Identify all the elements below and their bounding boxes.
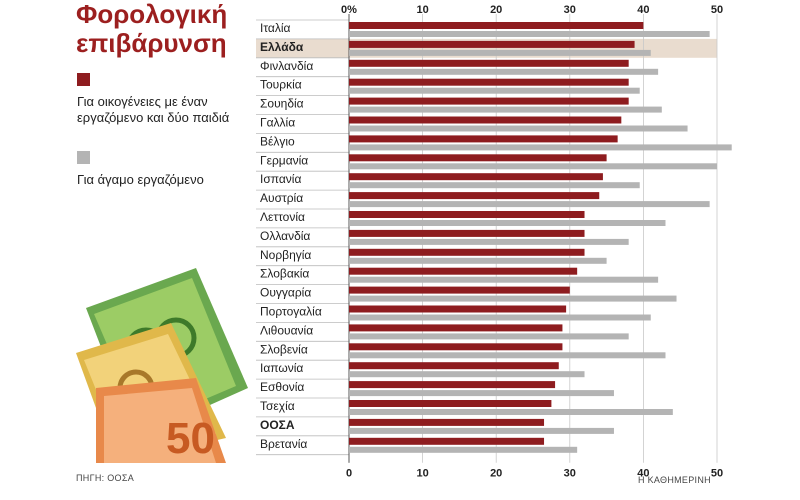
x-tick-label-top: 10 <box>416 4 428 16</box>
bar-family <box>349 116 622 124</box>
source-note: ΠΗΓΗ: ΟΟΣΑ <box>76 473 135 483</box>
bar-family <box>349 154 607 162</box>
category-label: Αυστρία <box>260 191 303 205</box>
bar-family <box>349 400 552 407</box>
bar-single <box>349 201 710 208</box>
x-tick-label-top: 40 <box>637 4 649 16</box>
category-label: Σουηδία <box>260 97 304 111</box>
category-label: Ουγγαρία <box>260 286 311 300</box>
legend-single-swatch <box>77 151 90 164</box>
bar-single <box>349 68 659 75</box>
category-label: Εσθονία <box>260 380 304 394</box>
banknotes-illustration: 50 <box>76 268 248 463</box>
bar-single <box>349 238 629 245</box>
svg-text:50: 50 <box>166 414 215 463</box>
bar-family <box>349 305 567 313</box>
bar-single <box>349 352 666 359</box>
bar-single <box>349 390 614 397</box>
category-label: Γερμανία <box>260 153 308 167</box>
category-label: Βρετανία <box>260 437 307 451</box>
bar-single <box>349 446 578 453</box>
legend-single-label: Για άγαμο εργαζόμενο <box>77 172 204 187</box>
bar-single <box>349 163 717 170</box>
bar-single <box>349 182 640 189</box>
category-label: Σλοβενία <box>260 342 308 356</box>
bar-family <box>349 343 563 351</box>
bar-family <box>349 135 618 143</box>
x-tick-label-bottom: 40 <box>637 468 649 480</box>
category-label: Λεττονία <box>260 210 305 224</box>
publisher-credit: Η ΚΑΘΗΜΕΡΙΝΗ <box>638 475 711 485</box>
category-label: Βέλγιο <box>260 134 295 148</box>
bar-family <box>349 418 545 426</box>
legend-family-swatch <box>77 73 90 86</box>
x-tick-label-top: 0% <box>341 4 357 16</box>
bar-family <box>349 78 629 86</box>
x-tick-label-bottom: 0 <box>346 468 352 480</box>
category-label: Ιταλία <box>260 21 291 35</box>
x-tick-label-top: 30 <box>564 4 576 16</box>
bar-family <box>349 192 600 200</box>
bar-family <box>349 324 563 332</box>
bar-single <box>349 144 732 151</box>
x-tick-label-top: 50 <box>711 4 723 16</box>
legend-family-label: Για οικογένειες με έναν εργαζόμενο και δ… <box>77 94 230 125</box>
bar-single <box>349 125 688 132</box>
bar-family <box>349 22 644 29</box>
x-tick-label-bottom: 30 <box>564 468 576 480</box>
category-label: ΟΟΣΑ <box>260 418 295 432</box>
bar-single <box>349 314 651 321</box>
category-label: Τουρκία <box>260 78 302 92</box>
banknote-50: 50 <box>96 378 226 463</box>
bar-family <box>349 362 559 370</box>
bar-family <box>349 267 578 275</box>
category-label: Νορβηγία <box>260 248 311 262</box>
bar-single <box>349 371 585 378</box>
bar-single <box>349 409 673 415</box>
bar-family <box>349 40 635 48</box>
bar-family <box>349 229 585 237</box>
category-label: Φινλανδία <box>260 59 313 73</box>
bar-single <box>349 295 677 302</box>
x-tick-label-bottom: 10 <box>416 468 428 480</box>
bar-family <box>349 211 585 218</box>
category-label: Γαλλία <box>260 116 295 130</box>
x-tick-label-bottom: 20 <box>490 468 502 480</box>
bar-family <box>349 97 629 105</box>
bar-family <box>349 437 545 445</box>
x-tick-label-bottom: 50 <box>711 468 723 480</box>
bar-single <box>349 333 629 340</box>
bar-family <box>349 173 603 181</box>
category-label: Ιαπωνία <box>260 361 303 375</box>
category-label: Πορτογαλία <box>260 305 322 319</box>
chart-title: Φορολογική επιβάρυνση <box>76 0 228 58</box>
bar-single <box>349 49 651 56</box>
bar-single <box>349 31 710 37</box>
category-label: Ελλάδα <box>260 40 304 54</box>
bar-family <box>349 248 585 256</box>
category-label: Σλοβακία <box>260 267 309 281</box>
bar-single <box>349 427 614 434</box>
bar-single <box>349 276 659 283</box>
bar-single <box>349 106 662 113</box>
bar-family <box>349 381 556 389</box>
bar-family <box>349 286 570 294</box>
category-label: Τσεχία <box>260 399 295 413</box>
bar-family <box>349 59 629 67</box>
category-label: Λιθουανία <box>260 323 313 337</box>
category-label: Ολλανδία <box>260 229 310 243</box>
category-label: Ισπανία <box>260 172 301 186</box>
x-tick-label-top: 20 <box>490 4 502 16</box>
bar-single <box>349 87 640 94</box>
bar-single <box>349 257 607 264</box>
bar-single <box>349 220 666 226</box>
